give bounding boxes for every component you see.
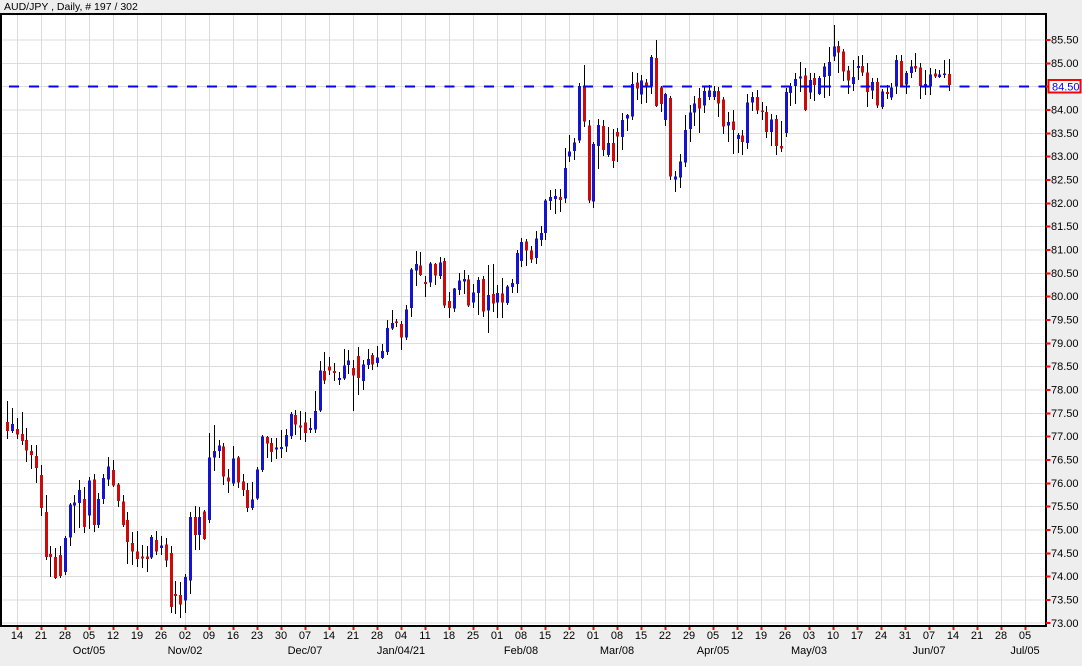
svg-text:76.50: 76.50 (1051, 454, 1079, 466)
svg-text:19: 19 (131, 630, 143, 642)
svg-text:16: 16 (227, 630, 239, 642)
svg-text:12: 12 (731, 630, 743, 642)
svg-text:26: 26 (779, 630, 791, 642)
svg-text:02: 02 (179, 630, 191, 642)
svg-text:31: 31 (899, 630, 911, 642)
svg-text:09: 09 (203, 630, 215, 642)
svg-text:81.00: 81.00 (1051, 245, 1079, 257)
svg-text:03: 03 (803, 630, 815, 642)
svg-text:Oct/05: Oct/05 (73, 645, 105, 657)
svg-text:21: 21 (35, 630, 47, 642)
svg-text:81.50: 81.50 (1051, 221, 1079, 233)
svg-text:28: 28 (59, 630, 71, 642)
svg-text:75.00: 75.00 (1051, 524, 1079, 536)
svg-text:May/03: May/03 (791, 645, 827, 657)
svg-text:01: 01 (587, 630, 599, 642)
svg-text:07: 07 (923, 630, 935, 642)
svg-text:83.50: 83.50 (1051, 128, 1079, 140)
svg-text:Jan/04/21: Jan/04/21 (377, 645, 425, 657)
svg-text:77.50: 77.50 (1051, 408, 1079, 420)
svg-text:83.00: 83.00 (1051, 151, 1079, 163)
svg-text:07: 07 (299, 630, 311, 642)
svg-text:29: 29 (683, 630, 695, 642)
svg-text:Jun/07: Jun/07 (912, 645, 945, 657)
svg-text:80.50: 80.50 (1051, 268, 1079, 280)
svg-text:15: 15 (635, 630, 647, 642)
svg-text:Feb/08: Feb/08 (504, 645, 538, 657)
svg-text:74.00: 74.00 (1051, 571, 1079, 583)
svg-text:84.50: 84.50 (1052, 82, 1080, 94)
svg-text:Mar/08: Mar/08 (600, 645, 634, 657)
svg-text:22: 22 (659, 630, 671, 642)
svg-text:22: 22 (563, 630, 575, 642)
svg-text:82.00: 82.00 (1051, 198, 1079, 210)
svg-text:04: 04 (395, 630, 407, 642)
svg-text:25: 25 (467, 630, 479, 642)
svg-text:08: 08 (611, 630, 623, 642)
svg-text:Nov/02: Nov/02 (168, 645, 203, 657)
svg-text:26: 26 (155, 630, 167, 642)
svg-text:77.00: 77.00 (1051, 431, 1079, 443)
svg-text:82.50: 82.50 (1051, 175, 1079, 187)
svg-text:73.50: 73.50 (1051, 594, 1079, 606)
svg-text:05: 05 (83, 630, 95, 642)
svg-text:74.50: 74.50 (1051, 548, 1079, 560)
svg-text:Apr/05: Apr/05 (697, 645, 729, 657)
svg-text:05: 05 (1019, 630, 1031, 642)
svg-text:79.00: 79.00 (1051, 338, 1079, 350)
svg-text:75.50: 75.50 (1051, 501, 1079, 513)
svg-text:10: 10 (827, 630, 839, 642)
svg-text:Dec/07: Dec/07 (288, 645, 323, 657)
svg-text:14: 14 (323, 630, 335, 642)
svg-text:24: 24 (875, 630, 887, 642)
svg-text:18: 18 (443, 630, 455, 642)
svg-text:28: 28 (371, 630, 383, 642)
svg-text:21: 21 (971, 630, 983, 642)
svg-text:23: 23 (251, 630, 263, 642)
svg-text:76.00: 76.00 (1051, 478, 1079, 490)
svg-text:78.00: 78.00 (1051, 384, 1079, 396)
svg-text:79.50: 79.50 (1051, 315, 1079, 327)
svg-text:85.50: 85.50 (1051, 35, 1079, 47)
svg-text:30: 30 (275, 630, 287, 642)
svg-text:11: 11 (419, 630, 430, 642)
svg-text:15: 15 (539, 630, 551, 642)
svg-text:01: 01 (491, 630, 503, 642)
svg-text:12: 12 (107, 630, 119, 642)
svg-text:84.00: 84.00 (1051, 105, 1079, 117)
svg-text:73.00: 73.00 (1051, 618, 1079, 630)
svg-text:78.50: 78.50 (1051, 361, 1079, 373)
svg-text:05: 05 (707, 630, 719, 642)
svg-text:14: 14 (947, 630, 959, 642)
svg-text:14: 14 (11, 630, 23, 642)
svg-text:17: 17 (851, 630, 863, 642)
svg-text:Jul/05: Jul/05 (1010, 645, 1039, 657)
svg-text:28: 28 (995, 630, 1007, 642)
svg-text:08: 08 (515, 630, 527, 642)
svg-text:80.00: 80.00 (1051, 291, 1079, 303)
svg-text:19: 19 (755, 630, 767, 642)
svg-text:21: 21 (347, 630, 359, 642)
svg-text:85.00: 85.00 (1051, 58, 1079, 70)
